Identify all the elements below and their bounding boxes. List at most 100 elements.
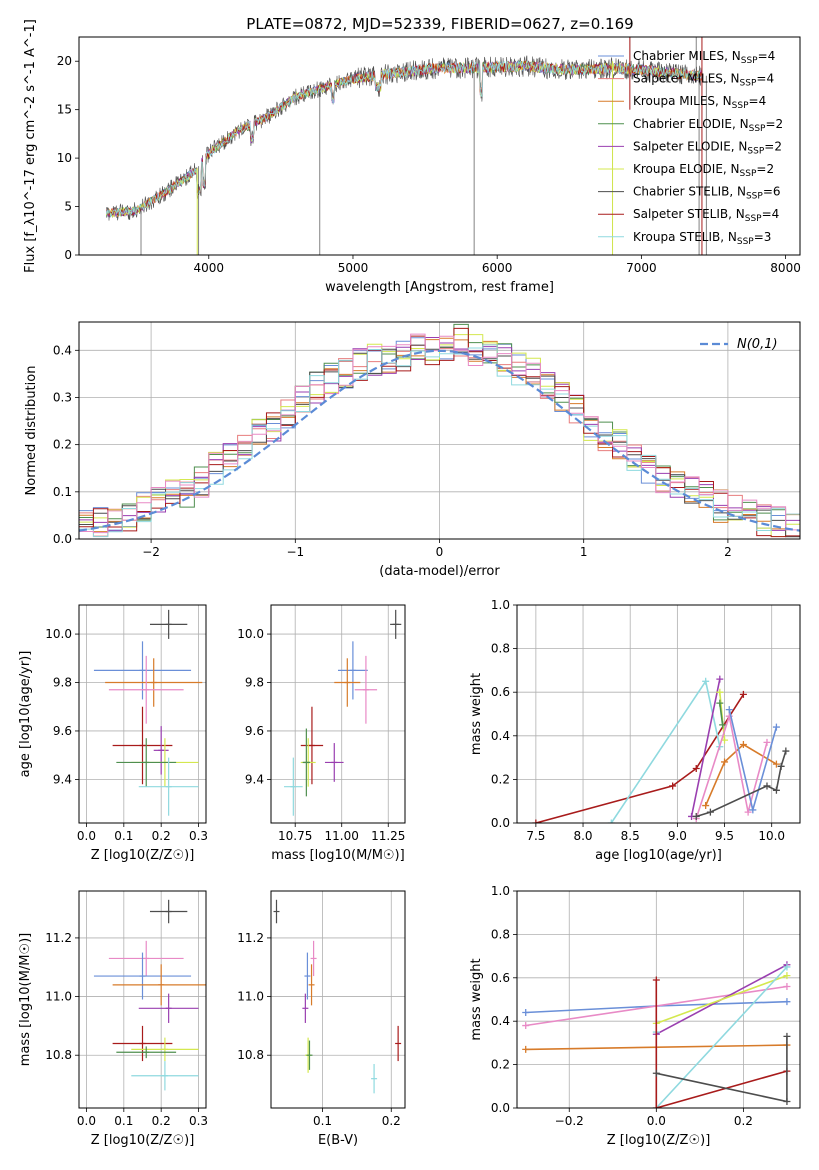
x-tick-label: 9.5 [715, 829, 734, 843]
weight-line [695, 750, 787, 818]
x-tick-label: 0.1 [114, 829, 133, 843]
plot-area [106, 37, 707, 255]
x-tick-label: 11.25 [371, 829, 405, 843]
chart-panel-2: −2 −1 0 1 2 0.0 0.1 0.2 0.3 0.4 (data-model)/error… [24, 321, 801, 579]
weight-marker [692, 812, 700, 820]
y-tick-label: 10.0 [237, 627, 264, 641]
x-tick-label: 6000 [482, 261, 513, 275]
y-tick-label: 0.2 [491, 1058, 510, 1072]
x-tick-label: 5000 [338, 261, 369, 275]
x-tick-label: 1 [580, 545, 588, 559]
weight-marker [772, 723, 780, 731]
y-tick-label: 11.0 [237, 990, 264, 1004]
chart-panel-1: 4000 5000 6000 7000 8000 0 5 10 15 20 wavelength [… [23, 19, 801, 295]
plot-area [79, 323, 800, 539]
x-tick-label: 0.2 [152, 1114, 171, 1128]
y-tick-label: 5 [64, 200, 72, 214]
y-tick-label: 0 [64, 248, 72, 262]
y-tick-label: 0.4 [53, 343, 72, 357]
x-tick-label: 0.0 [647, 1114, 666, 1128]
x-tick-label: 0.2 [382, 1114, 401, 1128]
y-tick-label: 0.2 [491, 772, 510, 786]
legend-label: Salpeter MILES, NSSP=4 [633, 72, 774, 89]
y-tick-label: 20 [57, 54, 72, 68]
x-axis-label: age [log10(age/yr)] [595, 848, 722, 863]
weight-line [610, 679, 721, 823]
weight-marker [532, 819, 540, 823]
weight-marker [669, 782, 677, 790]
weight-marker [522, 1022, 530, 1030]
weight-marker [652, 976, 660, 984]
x-tick-label: 7.5 [526, 829, 545, 843]
x-tick-label: 0.1 [313, 1114, 332, 1128]
x-axis-label: Z [log10(Z/Z☉)] [607, 1133, 711, 1148]
y-tick-label: 0.0 [491, 1101, 510, 1115]
x-tick-label: 0.3 [189, 829, 208, 843]
chart-panel-5: 7.5 8.0 8.5 9.0 9.5 10.0 0.0 0.2 0.4 0.6 0.8 1.0 age… [469, 598, 801, 863]
axes-frame [516, 604, 801, 824]
weight-marker [763, 782, 771, 790]
chart-panel-8: −0.2 0.0 0.2 0.0 0.2 0.4 0.6 0.8 1.0 Z [log10(Z/Z… [469, 884, 801, 1148]
weight-marker [719, 721, 727, 729]
x-tick-label: 9.0 [668, 829, 687, 843]
y-tick-label: 9.8 [245, 676, 264, 690]
weight-marker [739, 690, 747, 698]
x-tick-label: 0 [436, 545, 444, 559]
weight-marker [749, 806, 757, 814]
y-tick-label: 15 [57, 103, 72, 117]
axes-frame [516, 890, 801, 1109]
y-tick-label: 10 [57, 151, 72, 165]
y-tick-label: 1.0 [491, 598, 510, 612]
x-tick-label: 8000 [770, 261, 801, 275]
x-tick-label: 10.75 [278, 829, 312, 843]
legend-label: Chabrier ELODIE, NSSP=2 [633, 117, 783, 134]
x-tick-label: 8.5 [621, 829, 640, 843]
y-axis-label: Normed distribution [24, 366, 39, 496]
weight-marker [783, 982, 791, 990]
x-tick-label: 0.0 [77, 829, 96, 843]
y-tick-label: 0.4 [491, 729, 510, 743]
x-tick-label: 11.00 [325, 829, 359, 843]
weight-marker [706, 808, 714, 816]
y-tick-label: 0.2 [53, 438, 72, 452]
weight-marker [763, 738, 771, 746]
axes-frame [78, 321, 801, 540]
weight-line [656, 974, 788, 1025]
x-axis-label: mass [log10(M/M☉)] [271, 848, 404, 863]
y-tick-label: 0.0 [53, 532, 72, 546]
normal-fit-curve [79, 349, 800, 532]
y-axis-label: Flux [f_λ10^-17 erg cm^-2 s^-1 A^-1] [23, 19, 38, 273]
weight-marker [782, 747, 790, 755]
weight-marker [744, 808, 752, 816]
weight-line [695, 713, 768, 819]
page-title: PLATE=0872, MJD=52339, FIBERID=0627, z=0… [246, 15, 633, 33]
weight-marker [783, 963, 791, 971]
axes-frame [78, 604, 207, 824]
legend-label: Kroupa STELIB, NSSP=3 [633, 230, 771, 247]
y-tick-label: 11.0 [45, 990, 72, 1004]
weight-marker [783, 1097, 791, 1105]
legend-label: Salpeter STELIB, NSSP=4 [633, 207, 779, 224]
y-axis-label: mass weight [469, 958, 484, 1040]
x-axis-label: Z [log10(Z/Z☉)] [91, 1133, 195, 1148]
y-tick-label: 9.8 [53, 676, 72, 690]
x-axis-label: E(B-V) [318, 1133, 358, 1148]
y-tick-label: 0.8 [491, 642, 510, 656]
legend-label: Kroupa ELODIE, NSSP=2 [633, 162, 774, 179]
y-tick-label: 0.0 [491, 816, 510, 830]
axes-frame [270, 890, 406, 1109]
weight-marker [716, 699, 724, 707]
weight-line [719, 702, 724, 726]
x-tick-label: 4000 [194, 261, 225, 275]
y-tick-label: 0.1 [53, 485, 72, 499]
weight-marker [716, 675, 724, 683]
weight-marker [692, 765, 700, 772]
x-tick-label: 7000 [626, 261, 657, 275]
weight-marker [783, 1032, 791, 1040]
weight-marker [702, 677, 710, 685]
weight-marker [777, 762, 785, 770]
legend-label: Kroupa MILES, NSSP=4 [633, 94, 766, 111]
weight-marker [702, 802, 710, 810]
spectrum-line [106, 60, 703, 219]
